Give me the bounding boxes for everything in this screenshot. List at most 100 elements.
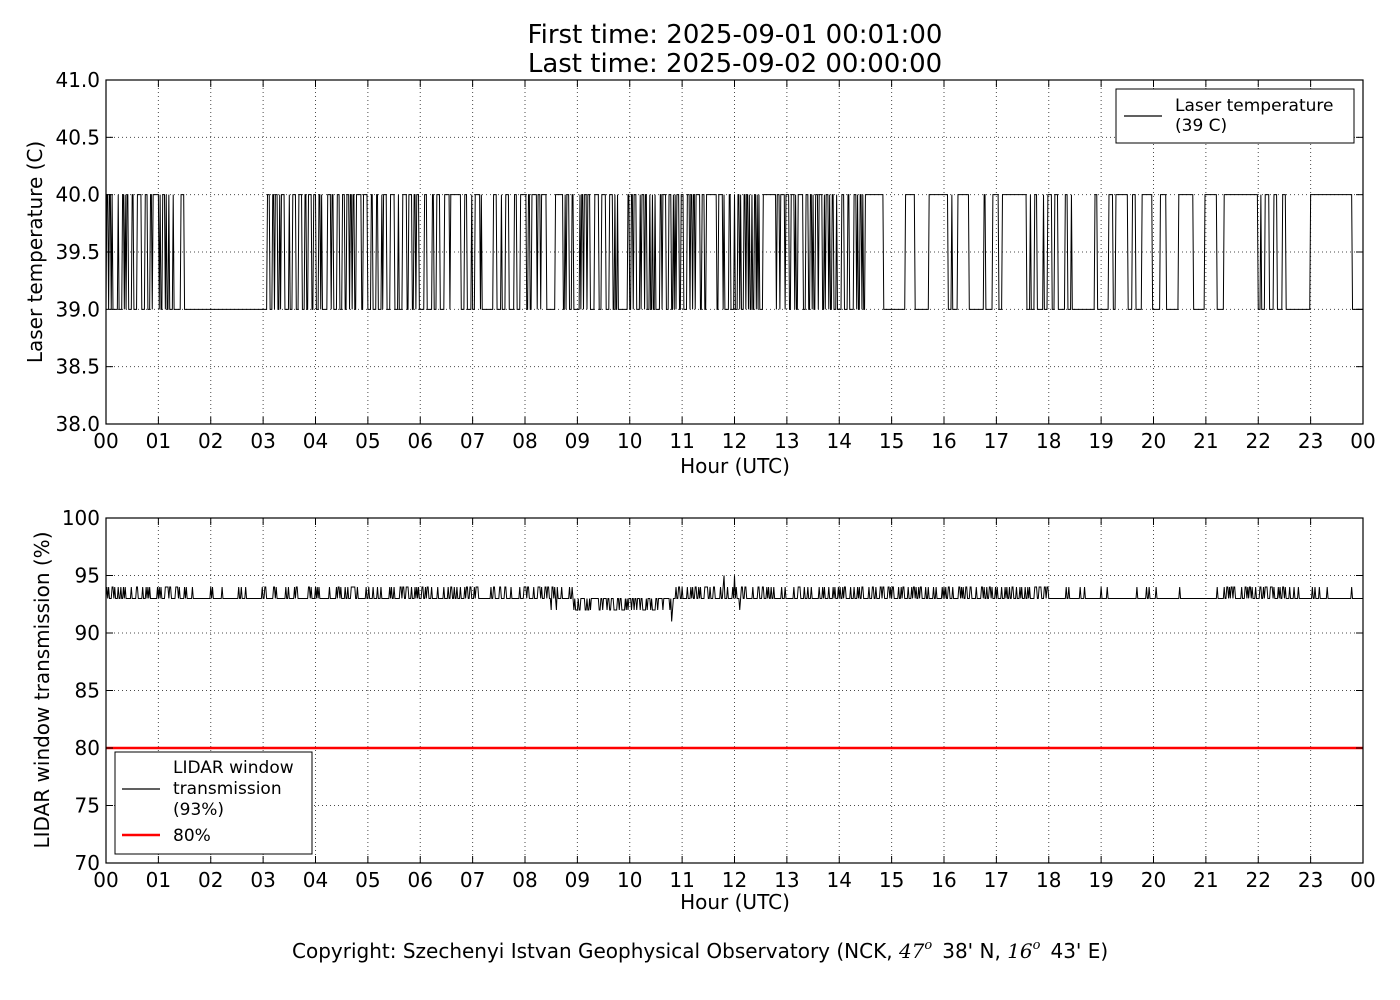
laser-temperature-x-tick-label: 00: [93, 429, 118, 453]
lidar-transmission-x-axis-label: Hour (UTC): [680, 890, 790, 914]
lidar-transmission-legend: LIDAR window transmission (93%) 80%: [114, 751, 313, 855]
lidar-transmission-y-tick-label: 90: [75, 621, 100, 645]
lidar-transmission-y-axis-label: LIDAR window transmission (%): [30, 532, 54, 849]
lidar-transmission-x-tick-label: 21: [1193, 868, 1218, 892]
lidar-transmission-panel: 00 01 02 03 04 05 06 07 08 09 10 11 12 13 14 15 16 17 18 19…: [30, 506, 1376, 914]
lidar-transmission-x-tick-label: 16: [931, 868, 956, 892]
lidar-transmission-x-tick-label: 14: [827, 868, 852, 892]
lidar-transmission-x-tick-label: 20: [1141, 868, 1166, 892]
laser-temperature-x-tick-label: 10: [617, 429, 642, 453]
lidar-transmission-y-tick-label: 95: [75, 564, 100, 588]
threshold-legend-label: 80%: [173, 826, 211, 846]
lidar-transmission-y-tick-label: 70: [75, 851, 100, 875]
lidar-transmission-series: [105, 575, 1363, 750]
chart-title-line-1: First time: 2025-09-01 00:01:00: [528, 20, 943, 50]
laser-temperature-x-tick-label: 01: [146, 429, 171, 453]
laser-temperature-x-tick-label: 09: [565, 429, 590, 453]
laser-temperature-legend-line: Laser temperature: [1175, 96, 1333, 116]
laser-temperature-x-tick-label: 00: [1350, 429, 1375, 453]
laser-temperature-tick-marks: [105, 79, 1364, 425]
lidar-transmission-y-tick-label: 85: [75, 679, 100, 703]
lidar-transmission-x-tick-label: 19: [1088, 868, 1113, 892]
laser-temperature-x-tick-label: 04: [303, 429, 328, 453]
lidar-transmission-x-tick-label: 00: [93, 868, 118, 892]
latitude-degree-mark: o: [924, 938, 932, 953]
lidar-transmission-x-tick-label: 02: [198, 868, 223, 892]
lidar-transmission-x-tick-label: 06: [408, 868, 433, 892]
lidar-transmission-x-tick-label: 07: [460, 868, 485, 892]
laser-temperature-legend-label: Laser temperature (39 C): [1175, 96, 1333, 136]
longitude-degree-mark: o: [1033, 938, 1041, 953]
lidar-transmission-x-tick-labels: 00 01 02 03 04 05 06 07 08 09 10 11 12 13 14 15 16 17 18 19…: [93, 868, 1375, 892]
lidar-transmission-x-tick-label: 04: [303, 868, 328, 892]
lidar-transmission-x-tick-label: 09: [565, 868, 590, 892]
laser-temperature-y-tick-label: 40.0: [55, 183, 100, 207]
laser-temperature-x-tick-label: 11: [669, 429, 694, 453]
laser-temperature-series: [105, 194, 1363, 310]
laser-temperature-legend-line: (39 C): [1175, 116, 1227, 136]
lidar-transmission-y-tick-label: 75: [75, 794, 100, 818]
lidar-transmission-x-tick-label: 18: [1036, 868, 1061, 892]
laser-temperature-x-tick-label: 18: [1036, 429, 1061, 453]
laser-temperature-y-tick-label: 39.5: [55, 240, 100, 264]
laser-temperature-x-tick-label: 19: [1088, 429, 1113, 453]
laser-temperature-legend: Laser temperature (39 C): [1115, 88, 1355, 144]
laser-temperature-y-tick-label: 39.0: [55, 297, 100, 321]
lidar-transmission-y-tick-labels: 70 75 80 85 90 95 100: [62, 506, 100, 875]
lidar-transmission-x-tick-label: 01: [146, 868, 171, 892]
copyright-prefix: Copyright: Szechenyi Istvan Geophysical …: [292, 939, 899, 963]
laser-temperature-y-tick-labels: 38.0 38.5 39.0 39.5 40.0 40.5 41.0: [55, 68, 100, 436]
laser-temperature-x-tick-label: 03: [250, 429, 275, 453]
lidar-transmission-x-tick-label: 03: [250, 868, 275, 892]
laser-temperature-y-tick-label: 38.5: [55, 355, 100, 379]
lidar-transmission-x-tick-label: 15: [879, 868, 904, 892]
lidar-transmission-legend-label: LIDAR window transmission (93%): [173, 758, 294, 820]
lidar-transmission-legend-box: [114, 751, 313, 855]
copyright-text: Copyright: Szechenyi Istvan Geophysical …: [292, 938, 1108, 963]
laser-temperature-x-tick-label: 16: [931, 429, 956, 453]
lidar-transmission-x-tick-label: 12: [722, 868, 747, 892]
lidar-transmission-x-tick-label: 08: [512, 868, 537, 892]
lidar-transmission-legend-line: transmission: [173, 779, 282, 799]
laser-temperature-x-tick-label: 07: [460, 429, 485, 453]
lidar-transmission-x-tick-label: 10: [617, 868, 642, 892]
longitude-minutes: 43' E): [1050, 939, 1108, 963]
laser-temperature-y-tick-label: 41.0: [55, 68, 100, 92]
laser-temperature-x-tick-label: 22: [1246, 429, 1271, 453]
laser-temperature-x-tick-label: 05: [355, 429, 380, 453]
lidar-transmission-tick-marks: [105, 517, 1364, 864]
lidar-transmission-y-tick-label: 80: [75, 736, 100, 760]
laser-temperature-x-tick-label: 21: [1193, 429, 1218, 453]
lidar-transmission-legend-line: LIDAR window: [173, 758, 294, 778]
laser-temperature-x-tick-label: 14: [827, 429, 852, 453]
chart-title-line-2: Last time: 2025-09-02 00:00:00: [528, 49, 942, 79]
laser-temperature-y-axis-label: Laser temperature (C): [23, 141, 47, 363]
laser-temperature-x-tick-labels: 00 01 02 03 04 05 06 07 08 09 10 11 12 13 14 15 16 17 18 19…: [93, 429, 1375, 453]
lidar-transmission-x-tick-label: 23: [1298, 868, 1323, 892]
laser-temperature-y-tick-label: 38.0: [55, 412, 100, 436]
laser-temperature-x-tick-label: 06: [408, 429, 433, 453]
lidar-transmission-line: [105, 575, 1363, 622]
longitude-degrees: 16: [1007, 939, 1033, 963]
laser-temperature-x-tick-label: 13: [774, 429, 799, 453]
laser-temperature-x-tick-label: 17: [984, 429, 1009, 453]
lidar-transmission-y-tick-label: 100: [62, 506, 100, 530]
lidar-transmission-x-tick-label: 22: [1246, 868, 1271, 892]
laser-temperature-x-tick-label: 15: [879, 429, 904, 453]
laser-temperature-line: [105, 194, 1363, 310]
lidar-transmission-legend-line: (93%): [173, 800, 224, 820]
laser-temperature-x-tick-label: 20: [1141, 429, 1166, 453]
latitude-minutes: 38' N,: [942, 939, 1007, 963]
laser-temperature-panel: 00 01 02 03 04 05 06 07 08 09 10 11 12 13 14 15 16 17 18 19…: [23, 68, 1376, 478]
lidar-transmission-x-tick-label: 13: [774, 868, 799, 892]
lidar-transmission-x-tick-label: 17: [984, 868, 1009, 892]
latitude-degrees: 47: [898, 939, 925, 963]
laser-temperature-x-tick-label: 02: [198, 429, 223, 453]
laser-temperature-x-axis-label: Hour (UTC): [680, 454, 790, 478]
laser-temperature-y-tick-label: 40.5: [55, 125, 100, 149]
laser-temperature-x-tick-label: 12: [722, 429, 747, 453]
lidar-transmission-x-tick-label: 11: [669, 868, 694, 892]
lidar-transmission-x-tick-label: 05: [355, 868, 380, 892]
laser-temperature-x-tick-label: 08: [512, 429, 537, 453]
lidar-transmission-x-tick-label: 00: [1350, 868, 1375, 892]
